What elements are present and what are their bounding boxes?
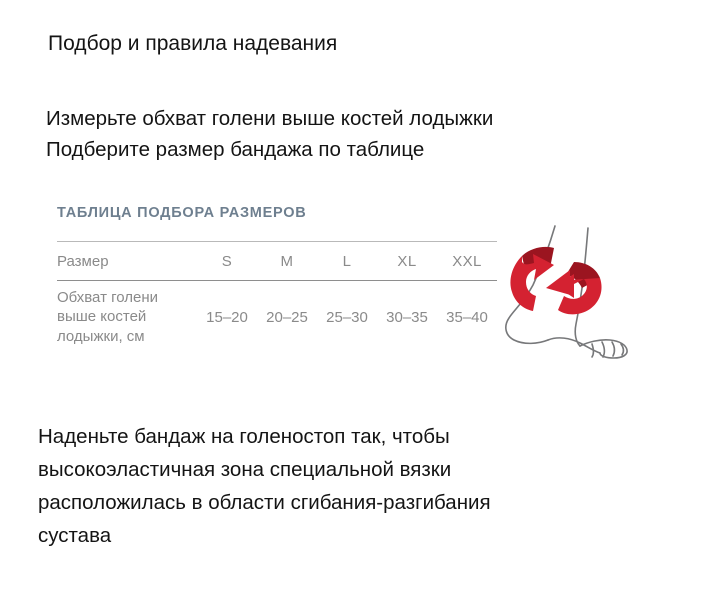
- outro-line-3: расположилась в области сгибания-разгиба…: [38, 491, 491, 514]
- outro-line-4: сустава: [38, 524, 112, 547]
- size-table-header-row: Размер S M L XL XXL: [57, 242, 497, 280]
- table-rule-middle: [57, 280, 497, 281]
- measure-value-m: 20–25: [266, 308, 308, 326]
- size-table: ТАБЛИЦА ПОДБОРА РАЗМЕРОВ Размер S M L XL…: [57, 205, 497, 353]
- size-header-s: S: [221, 252, 233, 270]
- measure-label-line-3: лодыжки, см: [57, 327, 145, 345]
- intro-line-2: Подберите размер бандажа по таблице: [46, 138, 425, 161]
- measuring-tape-front: [510, 254, 602, 315]
- intro-line-1: Измерьте обхват голени выше костей лодыж…: [46, 107, 494, 130]
- size-table-title: ТАБЛИЦА ПОДБОРА РАЗМЕРОВ: [57, 205, 307, 221]
- ankle-measuring-illustration: [500, 222, 636, 388]
- page-title: Подбор и правила надевания: [48, 32, 338, 55]
- outro-line-2: высокоэластичная зона специальной вязки: [38, 458, 452, 481]
- outro-line-1: Наденьте бандаж на голеностоп так, чтобы: [38, 425, 450, 448]
- measure-label-line-2: выше костей: [57, 308, 147, 326]
- measure-row-label: Обхват голени выше костей лодыжки, см: [57, 288, 197, 347]
- measure-value-l: 25–30: [326, 308, 368, 326]
- size-header-xl: XL: [397, 252, 417, 270]
- measure-value-xl: 30–35: [386, 308, 428, 326]
- size-table-measure-row: Обхват голени выше костей лодыжки, см 15…: [57, 281, 497, 353]
- size-header-m: M: [280, 252, 294, 270]
- measure-value-s: 15–20: [206, 308, 248, 326]
- measure-label-line-1: Обхват голени: [57, 288, 159, 306]
- size-header-xxl: XXL: [452, 252, 482, 270]
- intro-instructions: Измерьте обхват голени выше костей лодыж…: [46, 103, 493, 165]
- measure-value-xxl: 35–40: [446, 308, 488, 326]
- outro-instructions: Наденьте бандаж на голеностоп так, чтобы…: [38, 420, 678, 552]
- size-header-l: L: [342, 252, 352, 270]
- size-header-label: Размер: [57, 252, 109, 270]
- table-rule-top: [57, 241, 497, 242]
